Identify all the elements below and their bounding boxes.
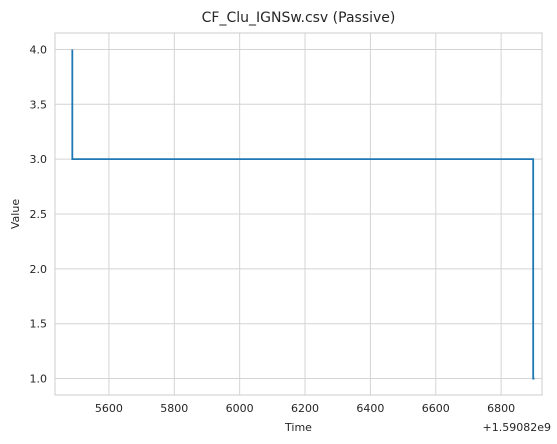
- y-tick-label: 2.5: [30, 208, 48, 221]
- y-tick-label: 3.5: [30, 98, 48, 111]
- x-axis-title: Time: [284, 421, 312, 434]
- x-tick-label: 5800: [160, 402, 188, 415]
- y-axis-title: Value: [9, 199, 22, 229]
- chart-title: CF_Clu_IGNSw.csv (Passive): [202, 10, 396, 26]
- grid: [55, 33, 542, 395]
- y-tick-label: 2.0: [30, 263, 48, 276]
- x-axis-offset-label: +1.59082e9: [483, 421, 551, 434]
- plot-area: [54, 32, 543, 396]
- y-tick-label: 1.0: [30, 373, 48, 386]
- x-tick-label: 5600: [95, 402, 123, 415]
- x-tick-label: 6800: [487, 402, 515, 415]
- y-tick-label: 3.0: [30, 153, 48, 166]
- x-tick-label: 6600: [422, 402, 450, 415]
- x-tick-label: 6200: [291, 402, 319, 415]
- y-tick-label: 1.5: [30, 318, 48, 331]
- x-tick-labels: 5600 5800 6000 6200 6400 6600 6800: [95, 402, 515, 415]
- series-line: [71, 49, 535, 380]
- x-tick-label: 6000: [226, 402, 254, 415]
- y-tick-labels: 1.0 1.5 2.0 2.5 3.0 3.5 4.0: [30, 43, 48, 385]
- x-tick-label: 6400: [356, 402, 384, 415]
- y-tick-label: 4.0: [30, 43, 48, 56]
